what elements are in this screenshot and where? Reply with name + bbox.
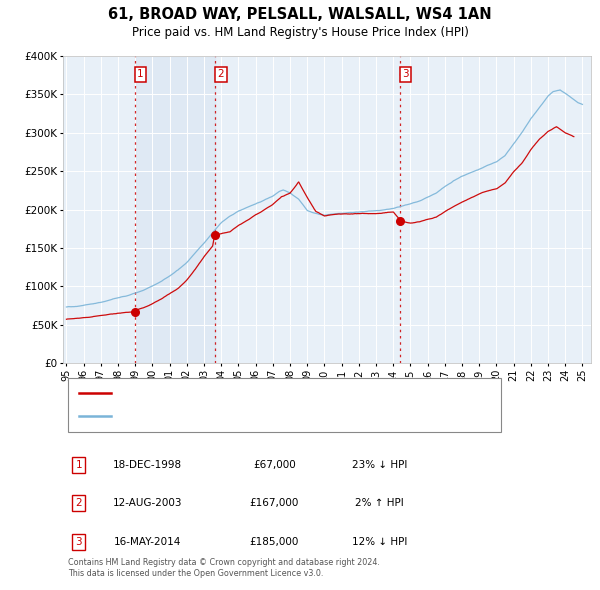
Text: HPI: Average price, detached house, Walsall: HPI: Average price, detached house, Wals… <box>121 411 341 421</box>
Text: 2% ↑ HPI: 2% ↑ HPI <box>355 499 404 509</box>
Text: 2: 2 <box>76 499 82 509</box>
Text: Contains HM Land Registry data © Crown copyright and database right 2024.: Contains HM Land Registry data © Crown c… <box>68 558 380 567</box>
Text: £67,000: £67,000 <box>253 460 296 470</box>
Text: 12% ↓ HPI: 12% ↓ HPI <box>352 537 407 547</box>
Text: 12-AUG-2003: 12-AUG-2003 <box>113 499 182 509</box>
Text: £167,000: £167,000 <box>250 499 299 509</box>
Text: £185,000: £185,000 <box>250 537 299 547</box>
Bar <box>134 56 215 363</box>
Text: 18-DEC-1998: 18-DEC-1998 <box>113 460 182 470</box>
Text: 3: 3 <box>76 537 82 547</box>
Text: 23% ↓ HPI: 23% ↓ HPI <box>352 460 407 470</box>
Text: 2: 2 <box>217 70 224 80</box>
Text: 3: 3 <box>402 70 409 80</box>
Text: 61, BROAD WAY, PELSALL, WALSALL, WS4 1AN: 61, BROAD WAY, PELSALL, WALSALL, WS4 1AN <box>108 7 492 22</box>
Text: This data is licensed under the Open Government Licence v3.0.: This data is licensed under the Open Gov… <box>68 569 323 578</box>
Text: 1: 1 <box>76 460 82 470</box>
Text: Price paid vs. HM Land Registry's House Price Index (HPI): Price paid vs. HM Land Registry's House … <box>131 26 469 39</box>
Text: 16-MAY-2014: 16-MAY-2014 <box>114 537 181 547</box>
Text: 61, BROAD WAY, PELSALL, WALSALL, WS4 1AN (detached house): 61, BROAD WAY, PELSALL, WALSALL, WS4 1AN… <box>121 388 445 398</box>
Text: 1: 1 <box>137 70 144 80</box>
FancyBboxPatch shape <box>68 378 501 432</box>
